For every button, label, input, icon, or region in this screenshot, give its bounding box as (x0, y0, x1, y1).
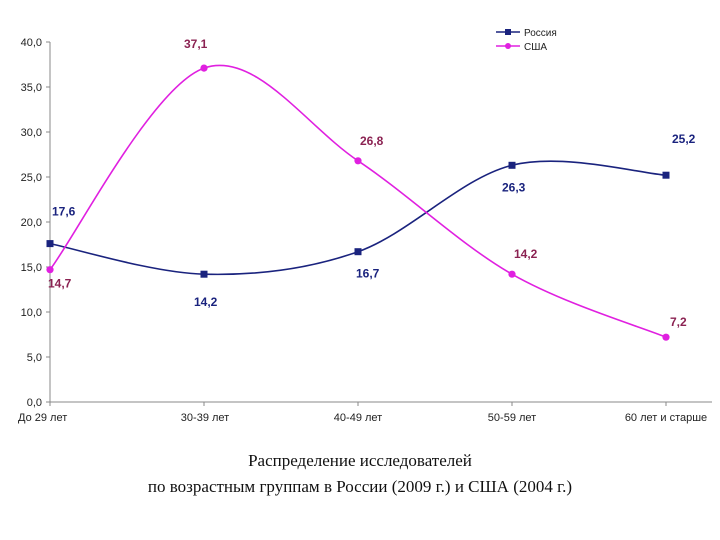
y-tick-label: 25,0 (21, 172, 42, 184)
y-tick-label: 15,0 (21, 262, 42, 274)
x-tick-label: 50-59 лет (488, 412, 536, 424)
data-point-marker (46, 240, 54, 248)
data-point-marker (354, 248, 362, 256)
data-label: 26,8 (360, 134, 384, 148)
data-point-marker (200, 64, 208, 72)
legend-label: США (524, 42, 547, 53)
data-point-marker (662, 333, 670, 341)
chart-caption: Распределение исследователей по возрастн… (0, 448, 720, 500)
y-tick-label: 30,0 (21, 127, 42, 139)
x-tick-label: 40-49 лет (334, 412, 382, 424)
data-point-marker (508, 161, 516, 169)
legend-marker (505, 29, 511, 35)
caption-line-1: Распределение исследователей (248, 451, 472, 470)
caption-line-2: по возрастным группам в России (2009 г.)… (147, 477, 573, 496)
series-layer (46, 64, 670, 341)
data-point-marker (200, 270, 208, 278)
y-tick-label: 0,0 (27, 397, 42, 409)
data-point-marker (662, 171, 670, 179)
data-labels: 17,6 14,2 16,7 26,3 25,2 14,7 37,1 26,8 14,2 7,2 (48, 37, 696, 329)
data-label: 14,2 (514, 247, 538, 261)
data-label: 14,7 (48, 277, 72, 291)
data-label: 14,2 (194, 295, 218, 309)
data-label: 17,6 (52, 205, 76, 219)
x-tick-label: 60 лет и старше (625, 412, 707, 424)
data-label: 37,1 (184, 37, 208, 51)
y-tick-label: 20,0 (21, 217, 42, 229)
series-line-russia (49, 160, 667, 276)
data-point-marker (46, 266, 54, 274)
line-chart: 0,0 5,0 10,0 15,0 20,0 25,0 30,0 35,0 40,0 До 29 … (18, 28, 712, 424)
data-label: 26,3 (502, 180, 526, 194)
data-point-marker (508, 270, 516, 278)
series-line-usa (49, 64, 667, 338)
data-label: 25,2 (672, 132, 696, 146)
legend-marker (505, 43, 511, 49)
legend: Россия США (496, 28, 557, 53)
data-label: 7,2 (670, 315, 687, 329)
y-tick-label: 5,0 (27, 352, 42, 364)
y-tick-label: 40,0 (21, 37, 42, 49)
x-tick-label: До 29 лет (18, 412, 67, 424)
y-tick-label: 10,0 (21, 307, 42, 319)
x-tick-label: 30-39 лет (181, 412, 229, 424)
y-tick-label: 35,0 (21, 82, 42, 94)
data-label: 16,7 (356, 267, 380, 281)
legend-label: Россия (524, 28, 557, 39)
axes: 0,0 5,0 10,0 15,0 20,0 25,0 30,0 35,0 40,0 До 29 … (18, 37, 712, 424)
data-point-marker (354, 157, 362, 165)
